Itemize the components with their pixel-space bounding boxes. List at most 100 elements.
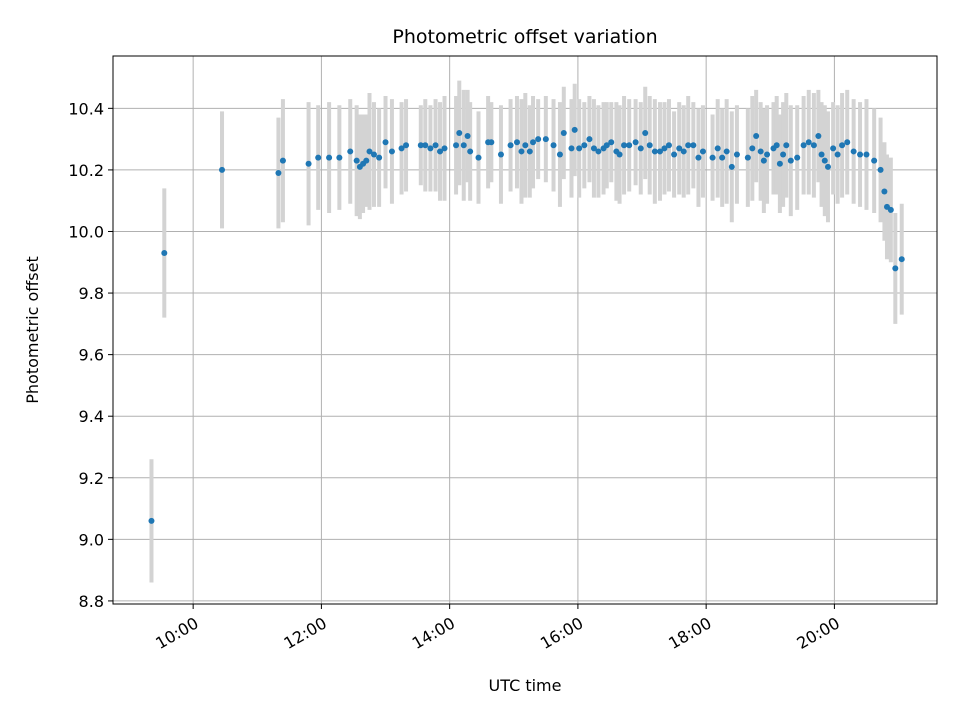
data-point (892, 265, 899, 272)
y-axis-title: Photometric offset (23, 256, 42, 404)
data-point (616, 151, 623, 158)
data-point (550, 142, 557, 149)
data-point (844, 139, 851, 146)
data-point (626, 142, 633, 149)
data-point (453, 142, 460, 149)
data-point (760, 157, 767, 164)
data-point (542, 136, 549, 143)
data-point (656, 148, 663, 155)
data-point (464, 133, 471, 140)
data-point (830, 145, 837, 152)
data-point (403, 142, 410, 149)
data-point (427, 145, 434, 152)
data-point (382, 139, 389, 146)
chart-title: Photometric offset variation (392, 26, 657, 48)
y-tick-label: 9.4 (79, 407, 104, 426)
data-point (661, 145, 668, 152)
data-point (535, 136, 542, 143)
data-point (776, 160, 783, 167)
data-point (821, 157, 828, 164)
data-point (787, 157, 794, 164)
data-point (432, 142, 439, 149)
data-point (513, 139, 520, 146)
data-point (475, 154, 482, 161)
data-point (518, 148, 525, 155)
data-point (560, 129, 567, 136)
data-point (824, 163, 831, 170)
data-point (388, 148, 395, 155)
plot-frame (112, 55, 938, 605)
y-tick-label: 9.2 (79, 469, 104, 488)
data-point (773, 142, 780, 149)
data-point (437, 148, 444, 155)
data-point (783, 142, 790, 149)
x-axis-title: UTC time (489, 676, 562, 695)
data-point (632, 139, 639, 146)
data-point (764, 151, 771, 158)
data-point (347, 148, 354, 155)
data-point (353, 157, 360, 164)
data-point (370, 151, 377, 158)
data-point (603, 142, 610, 149)
data-point (621, 142, 628, 149)
data-point (526, 148, 533, 155)
data-point (460, 142, 467, 149)
y-tick-label: 9.0 (79, 530, 104, 549)
data-point (709, 154, 716, 161)
data-point (608, 139, 615, 146)
data-point (497, 151, 504, 158)
data-point (714, 145, 721, 152)
data-point (757, 148, 764, 155)
data-point (366, 148, 373, 155)
y-tick-label: 10.4 (68, 99, 104, 118)
data-point (488, 139, 495, 146)
data-point (651, 148, 658, 155)
data-point (556, 151, 563, 158)
data-point (571, 126, 578, 133)
data-point (637, 145, 644, 152)
data-point (363, 157, 370, 164)
data-point (376, 154, 383, 161)
data-point (733, 151, 740, 158)
data-point (810, 142, 817, 149)
data-point (685, 142, 692, 149)
data-point (326, 154, 333, 161)
data-point (719, 154, 726, 161)
data-point (690, 142, 697, 149)
data-point (581, 142, 588, 149)
y-tick-label: 8.8 (79, 592, 104, 611)
data-point (595, 148, 602, 155)
y-tick-label: 9.6 (79, 346, 104, 365)
data-point (676, 145, 683, 152)
y-tick-label: 10.0 (68, 222, 104, 241)
point-layer (148, 126, 905, 524)
data-point (275, 169, 282, 176)
data-point (315, 154, 322, 161)
data-point (161, 250, 168, 257)
data-point (834, 151, 841, 158)
data-point (279, 157, 286, 164)
data-point (219, 166, 226, 173)
data-point (522, 142, 529, 149)
data-point (586, 136, 593, 143)
data-point (805, 139, 812, 146)
data-point (898, 256, 905, 263)
data-point (642, 129, 649, 136)
data-point (148, 517, 155, 524)
data-point (680, 148, 687, 155)
data-point (780, 151, 787, 158)
data-point (850, 148, 857, 155)
data-point (815, 133, 822, 140)
data-point (753, 133, 760, 140)
data-point (417, 142, 424, 149)
data-point (723, 148, 730, 155)
data-point (646, 142, 653, 149)
data-point (794, 154, 801, 161)
data-point (507, 142, 514, 149)
data-point (857, 151, 864, 158)
y-tick-label: 9.8 (79, 284, 104, 303)
data-point (398, 145, 405, 152)
data-point (881, 188, 888, 195)
data-point (441, 145, 448, 152)
data-point (467, 148, 474, 155)
